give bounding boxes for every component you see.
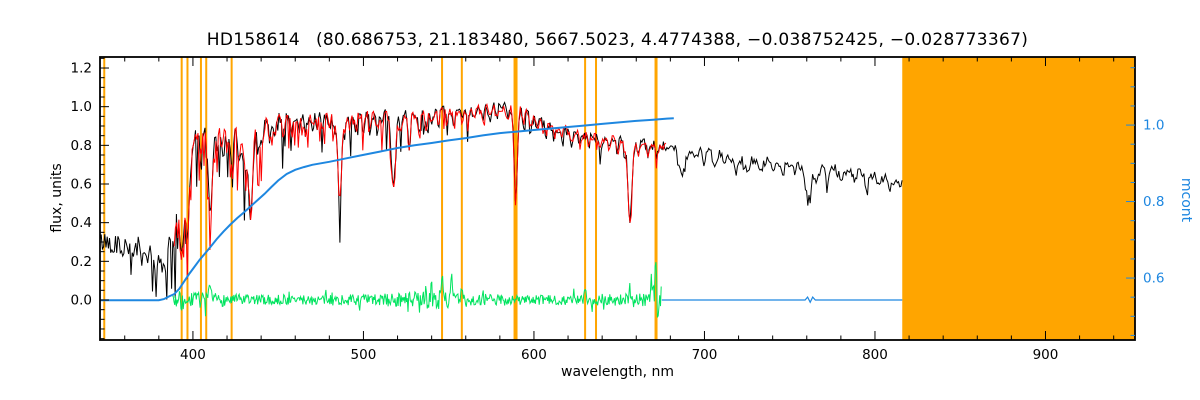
continuum-line: [100, 117, 674, 302]
y-left-tick-label: 1.0: [71, 99, 92, 115]
plot-title: HD158614 (80.686753, 21.183480, 5667.5023…: [100, 30, 1135, 50]
y-right-tick-label: 1.0: [1143, 118, 1164, 134]
x-tick-label: 900: [1033, 347, 1059, 363]
x-tick-label: 400: [180, 347, 206, 363]
y-left-tick-label: 0.4: [71, 215, 92, 231]
y-right-tick-label: 0.8: [1143, 194, 1164, 210]
star-parameters: (80.686753, 21.183480, 5667.5023, 4.4774…: [315, 30, 1029, 50]
y-right-tick-label: 0.6: [1143, 271, 1164, 287]
y-left-tick-label: 1.2: [71, 61, 92, 77]
axes: 400 500 600 700 800 900 0.0 0.2 0.4 0.6 0.8 1.0 1.2 0…: [71, 56, 1164, 363]
x-tick-label: 500: [351, 347, 377, 363]
residual-line: [172, 262, 662, 318]
zero-line-line: [661, 296, 903, 304]
y-left-tick-label: 0.2: [71, 254, 92, 270]
observed-line: [100, 101, 903, 300]
x-axis-label: wavelength, nm: [561, 364, 674, 380]
masked-region: [902, 57, 1135, 340]
plot-area: [100, 57, 1135, 340]
x-tick-label: 700: [692, 347, 718, 363]
y-left-tick-label: 0.8: [71, 138, 92, 154]
y-left-tick-label: 0.0: [71, 292, 92, 308]
fit-line: [173, 103, 667, 280]
plot-frame: [99, 56, 1136, 341]
x-tick-label: 800: [862, 347, 888, 363]
y-left-tick-label: 0.6: [71, 177, 92, 193]
x-tick-label: 600: [521, 347, 547, 363]
star-name: HD158614: [206, 30, 300, 50]
